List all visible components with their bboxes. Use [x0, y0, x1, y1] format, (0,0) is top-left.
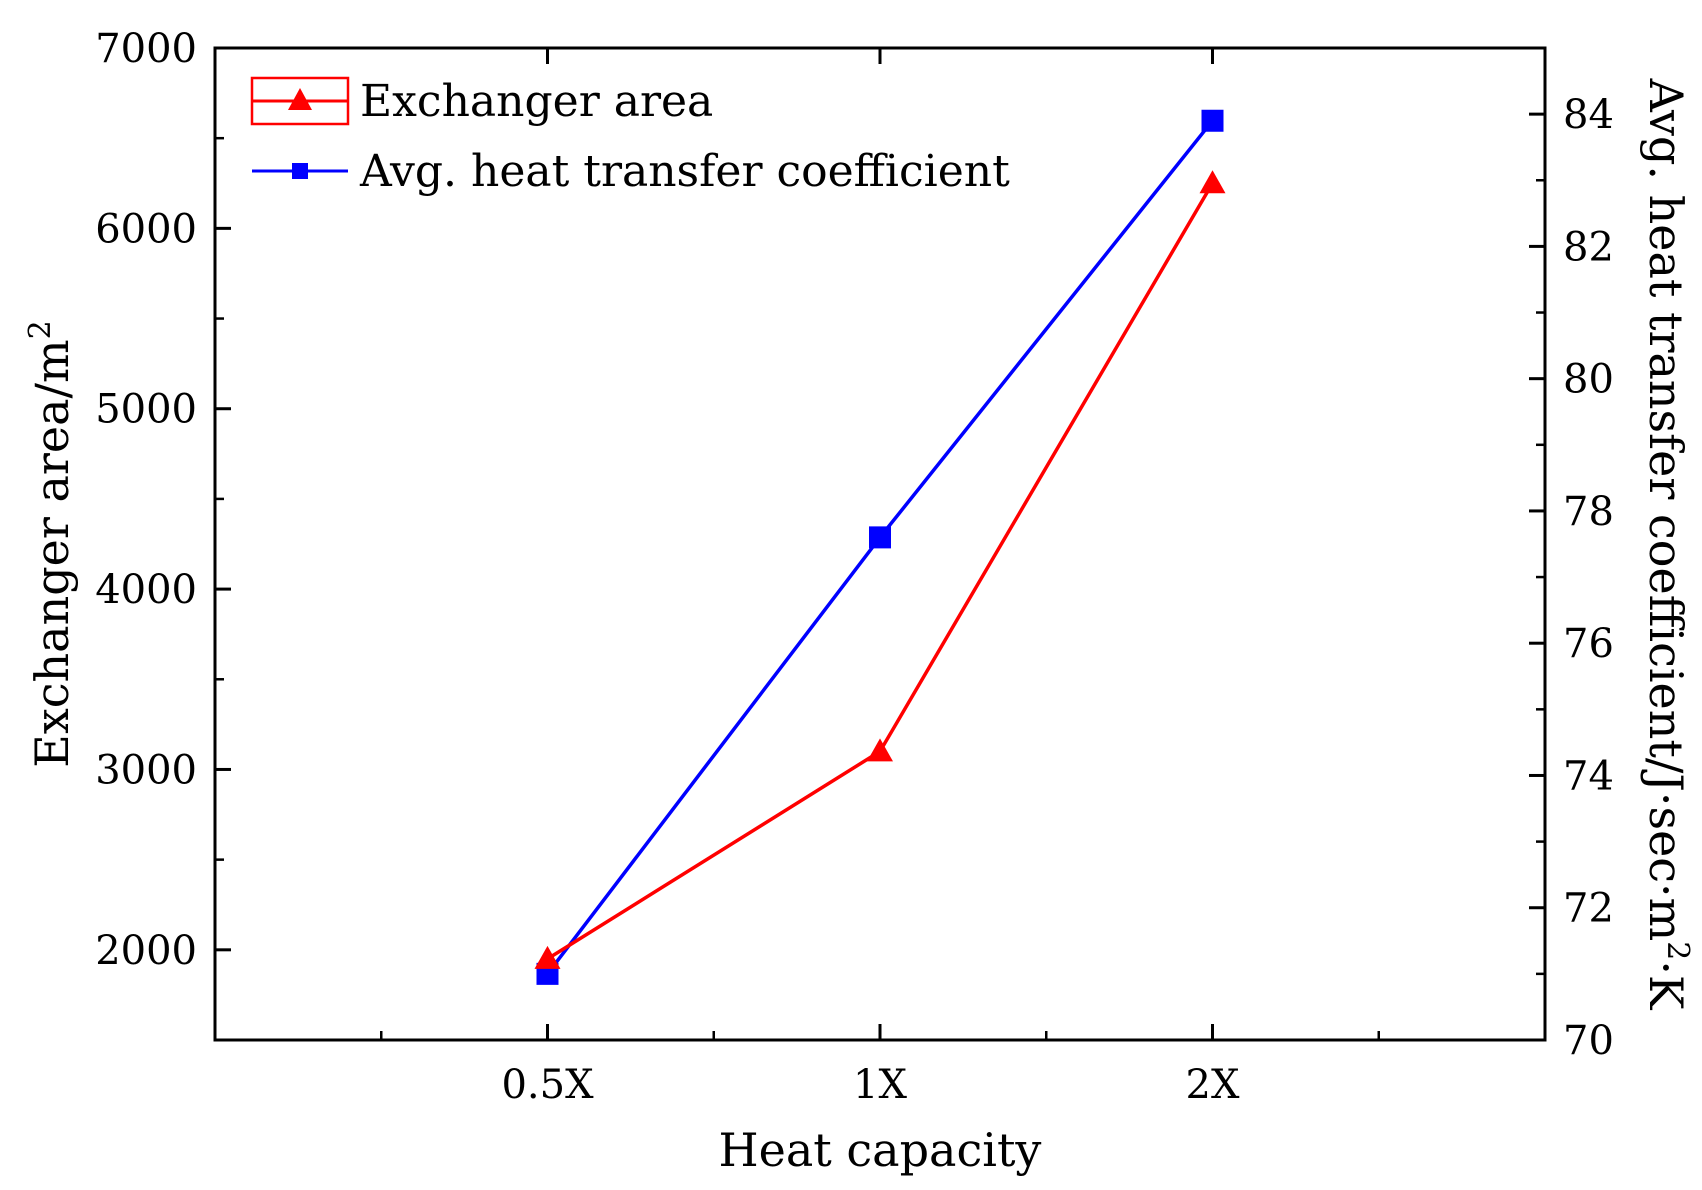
y-right-tick-label: 82 [1563, 224, 1614, 270]
y-right-title-main: Avg. heat transfer coefficient/J·sec·m [1639, 78, 1693, 942]
y-axis-left-title: Exchanger area/m2 [23, 320, 79, 768]
y-left-tick-label: 7000 [95, 26, 197, 72]
y-right-tick-label: 72 [1563, 886, 1614, 932]
y-right-tick-label: 80 [1563, 357, 1614, 403]
legend-marker-triangle-icon [288, 88, 312, 110]
data-point-square [1201, 109, 1224, 132]
y-left-tick-label: 6000 [95, 206, 197, 252]
y-right-tick-label: 76 [1563, 621, 1614, 667]
x-tick-label: 2X [1186, 1062, 1240, 1108]
x-tick-label: 0.5X [501, 1062, 594, 1108]
legend: Exchanger area Avg. heat transfer coeffi… [250, 76, 1010, 197]
y-right-tick-label: 78 [1563, 489, 1614, 535]
data-point-triangle [534, 945, 561, 969]
y-right-title-sup: 2 [1660, 941, 1695, 960]
data-point-triangle [867, 738, 893, 762]
legend-label-exchanger-area: Exchanger area [360, 76, 713, 127]
y-left-tick-label: 3000 [95, 747, 197, 793]
y-left-title-sup: 2 [23, 320, 58, 339]
legend-marker-square-icon [292, 163, 308, 179]
y-left-title-main: Exchanger area/m [25, 339, 79, 767]
ticks-layer: 0.5X 1X 2X 2000 3000 4000 5000 6000 7000 70 72 74 76… [95, 26, 1614, 1108]
y-left-tick-label: 2000 [95, 928, 197, 974]
y-right-tick-label: 84 [1563, 92, 1614, 138]
y-right-title-end: ·K [1639, 960, 1693, 1011]
legend-label-heat-transfer: Avg. heat transfer coefficient [359, 146, 1010, 197]
y-right-tick-label: 70 [1563, 1018, 1614, 1064]
data-point-square [869, 526, 891, 549]
y-right-tick-label: 74 [1563, 753, 1614, 799]
y-left-tick-label: 4000 [95, 567, 197, 613]
series-layer [534, 109, 1226, 985]
x-axis-title: Heat capacity [719, 1123, 1042, 1177]
x-tick-label: 1X [853, 1062, 907, 1108]
data-point-triangle [1199, 170, 1226, 194]
y-axis-right-title: Avg. heat transfer coefficient/J·sec·m2·… [1639, 78, 1695, 1011]
y-left-tick-label: 5000 [95, 387, 197, 433]
